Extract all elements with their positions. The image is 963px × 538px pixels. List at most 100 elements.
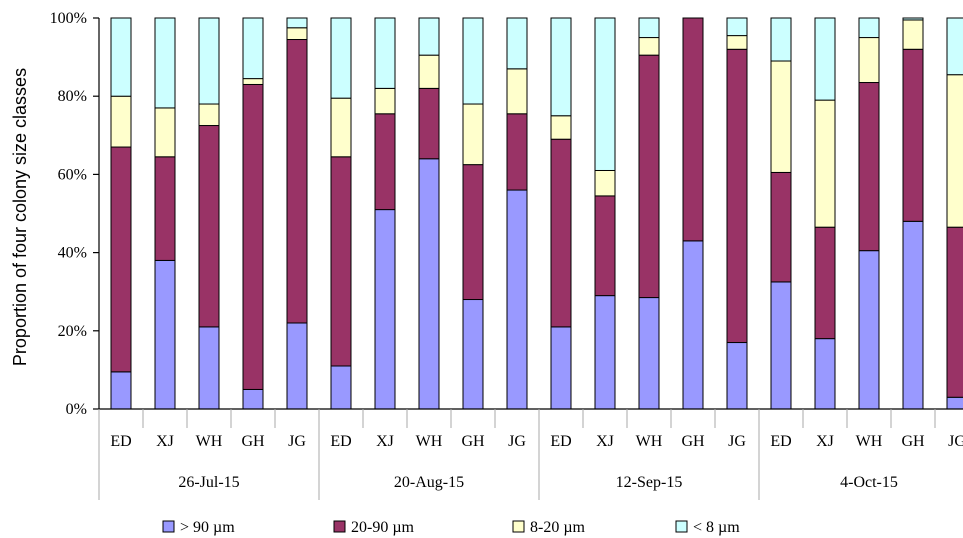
legend-label: > 90 µm bbox=[180, 519, 235, 536]
bar-segment bbox=[110, 371, 132, 410]
bar-segment bbox=[286, 322, 308, 410]
x-group-label: 4-Oct-15 bbox=[840, 474, 898, 491]
x-category-label: WH bbox=[856, 433, 883, 450]
x-category-label: WH bbox=[416, 433, 443, 450]
bar-segment bbox=[550, 115, 572, 140]
bar-segment bbox=[110, 146, 132, 373]
bar-segment bbox=[242, 83, 264, 390]
legend-label: < 8 µm bbox=[693, 519, 740, 536]
x-category-label: WH bbox=[636, 433, 663, 450]
bar-segment bbox=[814, 226, 836, 340]
bar-segment bbox=[198, 17, 220, 105]
bar-segment bbox=[198, 326, 220, 410]
bar-segment bbox=[726, 35, 748, 50]
bar-segment bbox=[814, 338, 836, 410]
bar-segment bbox=[858, 37, 880, 84]
legend-swatch bbox=[333, 520, 346, 533]
bar-segment bbox=[814, 17, 836, 101]
bar-segment bbox=[418, 158, 440, 410]
x-group-label: 20-Aug-15 bbox=[394, 474, 464, 491]
x-group-label: 12-Sep-15 bbox=[616, 474, 683, 491]
bar-segment bbox=[550, 138, 572, 328]
bar-segment bbox=[594, 295, 616, 410]
bar-segment bbox=[726, 17, 748, 37]
bar-segment bbox=[902, 19, 924, 50]
bar-segment bbox=[858, 17, 880, 39]
legend-label: 8-20 µm bbox=[530, 519, 586, 536]
bar-segment bbox=[902, 17, 924, 21]
bar-segment bbox=[198, 103, 220, 127]
bar-segment bbox=[462, 164, 484, 301]
bar-segment bbox=[374, 113, 396, 211]
bar-segment bbox=[770, 171, 792, 283]
bar-segment bbox=[418, 54, 440, 89]
y-tick-label: 0% bbox=[66, 401, 87, 418]
x-category-label: JG bbox=[948, 433, 963, 450]
x-category-label: JG bbox=[288, 433, 306, 450]
bar-segment bbox=[154, 156, 176, 261]
bar-segment bbox=[770, 60, 792, 173]
bar-segment bbox=[726, 342, 748, 410]
bar-segment bbox=[638, 37, 660, 56]
x-category-label: ED bbox=[550, 433, 571, 450]
y-tick-label: 80% bbox=[58, 88, 87, 105]
bar-segment bbox=[770, 17, 792, 62]
bar-segment bbox=[550, 326, 572, 410]
legend-swatch bbox=[162, 520, 175, 533]
bar-segment bbox=[814, 99, 836, 228]
bar-segment bbox=[242, 78, 264, 85]
y-tick-label: 20% bbox=[58, 323, 87, 340]
bar-segment bbox=[374, 17, 396, 89]
bar-segment bbox=[198, 125, 220, 328]
bar-segment bbox=[506, 113, 528, 191]
bar-segment bbox=[462, 299, 484, 410]
bar-segment bbox=[594, 169, 616, 197]
bar-segment bbox=[594, 17, 616, 171]
bar-segment bbox=[638, 297, 660, 410]
x-category-label: ED bbox=[110, 433, 131, 450]
bar-segment bbox=[110, 17, 132, 97]
y-tick-label: 100% bbox=[50, 10, 87, 27]
bar-segment bbox=[946, 17, 963, 76]
x-category-label: ED bbox=[330, 433, 351, 450]
x-category-label: ED bbox=[770, 433, 791, 450]
y-tick-label: 40% bbox=[58, 245, 87, 262]
bar-segment bbox=[726, 48, 748, 344]
bar-segment bbox=[418, 87, 440, 160]
bar-segment bbox=[330, 156, 352, 367]
bar-segment bbox=[462, 103, 484, 166]
bar-segment bbox=[154, 259, 176, 410]
bar-segment bbox=[506, 68, 528, 115]
bar-segment bbox=[506, 17, 528, 70]
legend-swatch bbox=[675, 520, 688, 533]
bar-segment bbox=[242, 17, 264, 80]
bar-segment bbox=[330, 365, 352, 410]
x-category-label: GH bbox=[901, 433, 925, 450]
bar-segment bbox=[902, 48, 924, 222]
bar-segment bbox=[330, 97, 352, 158]
legend-swatch bbox=[512, 520, 525, 533]
x-group-label: 26-Jul-15 bbox=[178, 474, 239, 491]
bar-segment bbox=[638, 17, 660, 39]
x-category-label: GH bbox=[241, 433, 265, 450]
legend: > 90 µm 20-90 µm 8-20 µm < 8 µm bbox=[162, 519, 740, 536]
bar-segment bbox=[946, 396, 963, 410]
bar-segment bbox=[374, 209, 396, 410]
y-tick-label: 60% bbox=[58, 166, 87, 183]
x-category-label: JG bbox=[728, 433, 746, 450]
x-category-label: XJ bbox=[376, 433, 394, 450]
bar-segment bbox=[110, 95, 132, 148]
bar-segment bbox=[858, 250, 880, 410]
bar-segment bbox=[374, 87, 396, 115]
x-category-label: WH bbox=[196, 433, 223, 450]
x-category-label: GH bbox=[461, 433, 485, 450]
bar-segment bbox=[462, 17, 484, 105]
bar-segment bbox=[418, 17, 440, 56]
bar-segment bbox=[682, 240, 704, 410]
bar-segment bbox=[682, 17, 704, 242]
bar-segment bbox=[286, 27, 308, 41]
bar-segment bbox=[154, 107, 176, 158]
x-category-label: XJ bbox=[596, 433, 614, 450]
bar-segment bbox=[506, 189, 528, 410]
bar-segment bbox=[242, 388, 264, 410]
